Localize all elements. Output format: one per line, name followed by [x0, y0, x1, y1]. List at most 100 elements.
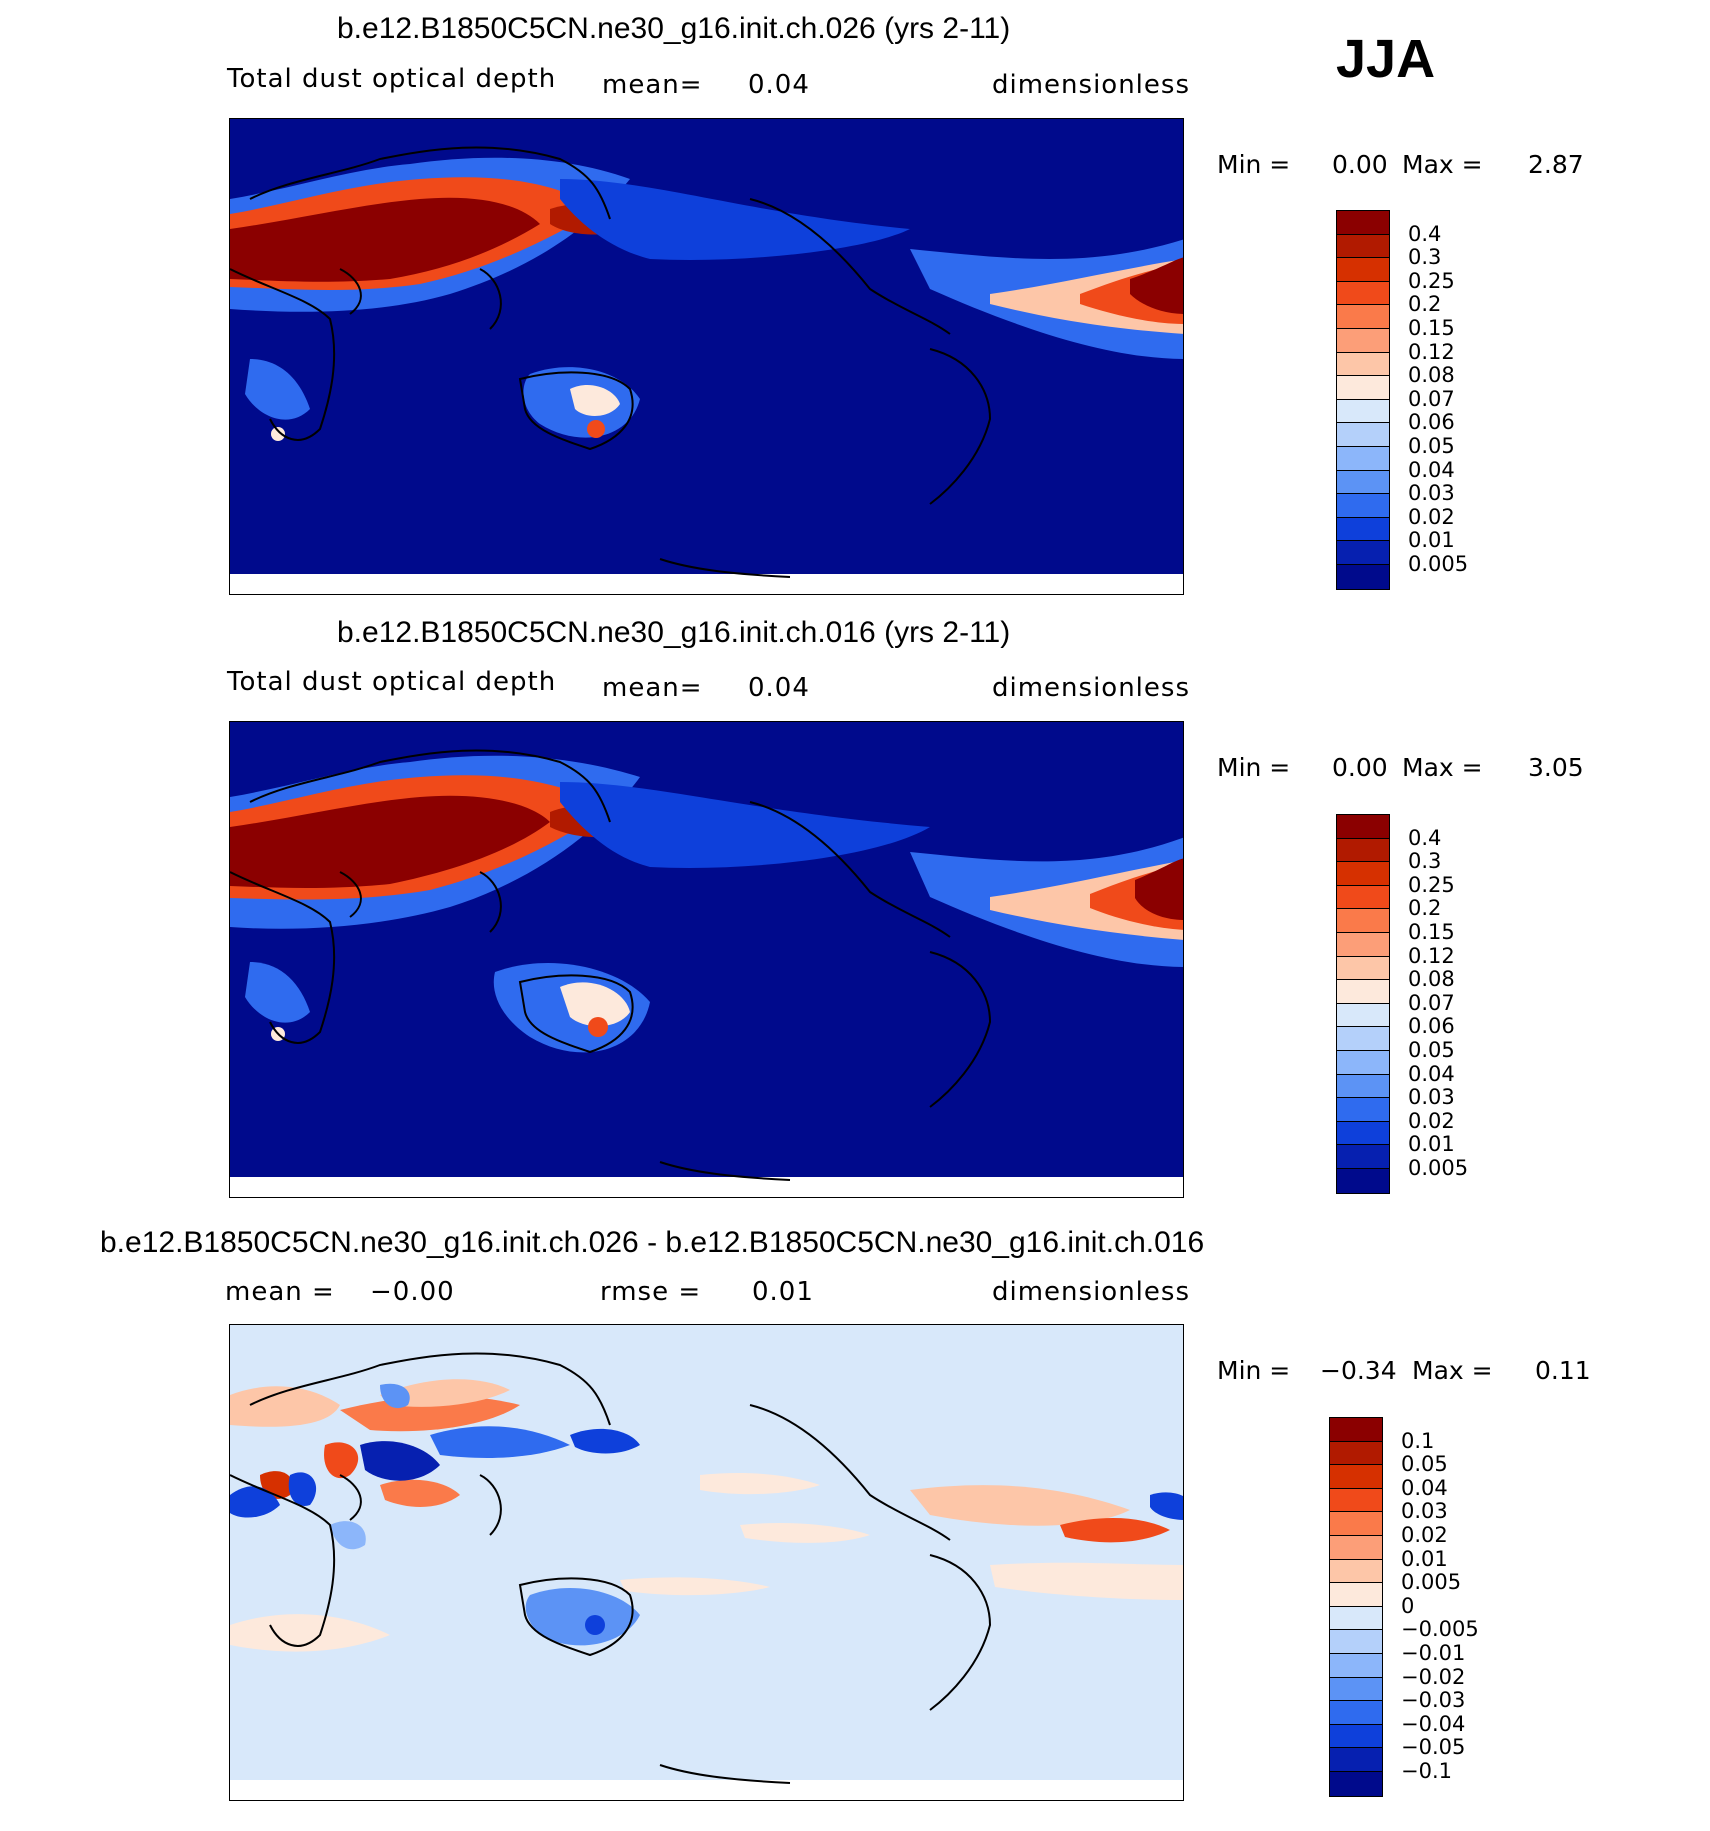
- colorbar-label: 0.2: [1408, 292, 1442, 317]
- colorbar-segment: [1330, 1653, 1382, 1678]
- colorbar-label: 0.07: [1408, 990, 1455, 1015]
- colorbar-label: 0.15: [1408, 920, 1455, 944]
- colorbar-label: 0.4: [1408, 221, 1442, 246]
- colorbar-label: −0.1: [1401, 1759, 1452, 1783]
- colorbar-label: −0.04: [1401, 1711, 1466, 1736]
- panel2-colorbar: 0.4 0.3 0.25 0.2 0.15 0.12 0.08 0.07 0.06 0.05 0.0…: [1336, 814, 1468, 1194]
- panel1-map: [229, 118, 1184, 595]
- panel3-rmse-value: 0.01: [752, 1277, 814, 1307]
- colorbar-label: 0.03: [1408, 481, 1455, 506]
- colorbar-segment: [1337, 494, 1389, 518]
- panel1-colorbar: 0.4 0.3 0.25 0.2 0.15 0.12 0.08 0.07 0.06 0.05 0.0…: [1336, 210, 1468, 590]
- colorbar-swatches: [1329, 1417, 1383, 1797]
- colorbar-segment: [1337, 470, 1389, 495]
- colorbar-label: 0.25: [1408, 268, 1455, 293]
- colorbar-segment: [1330, 1535, 1382, 1560]
- colorbar-segment: [1330, 1512, 1382, 1536]
- panel3-min-value: −0.34: [1320, 1356, 1397, 1385]
- colorbar-label: 0.06: [1408, 1014, 1455, 1039]
- colorbar-label: 0.3: [1408, 849, 1442, 874]
- panel3-max-value: 0.11: [1535, 1356, 1591, 1385]
- colorbar-segment: [1330, 1771, 1382, 1796]
- colorbar-segment: [1337, 541, 1389, 565]
- colorbar-label: 0.25: [1408, 872, 1455, 897]
- colorbar-label: −0.005: [1401, 1617, 1479, 1642]
- colorbar-segment: [1330, 1630, 1382, 1654]
- colorbar-label: 0.05: [1408, 1038, 1455, 1062]
- colorbar-label: 0.005: [1408, 552, 1469, 576]
- colorbar-label: 0.3: [1408, 245, 1442, 270]
- colorbar-segment: [1337, 1121, 1389, 1146]
- panel2-units: dimensionless: [992, 673, 1190, 703]
- colorbar-segment: [1337, 862, 1389, 886]
- colorbar-label: 0.04: [1408, 457, 1455, 482]
- colorbar-segment: [1330, 1748, 1382, 1772]
- panel1-min-label: Min =: [1217, 150, 1291, 179]
- panel3-units: dimensionless: [992, 1277, 1190, 1307]
- colorbar-label: 0.4: [1408, 825, 1442, 850]
- panel2-mean-value: 0.04: [748, 673, 810, 703]
- colorbar-label: 0.01: [1401, 1546, 1448, 1571]
- colorbar-label: −0.01: [1401, 1641, 1466, 1665]
- colorbar-label: 0.05: [1401, 1452, 1448, 1477]
- colorbar-segment: [1337, 258, 1389, 282]
- colorbar-label: 0.1: [1401, 1428, 1435, 1453]
- panel3-mean-value: −0.00: [370, 1277, 455, 1307]
- colorbar-segment: [1337, 1050, 1389, 1075]
- colorbar-segment: [1337, 517, 1389, 542]
- colorbar-segment: [1330, 1559, 1382, 1584]
- colorbar-segment: [1337, 1168, 1389, 1193]
- colorbar-label: 0.06: [1408, 410, 1455, 435]
- panel1-max-value: 2.87: [1528, 150, 1584, 179]
- colorbar-label: 0.03: [1401, 1499, 1448, 1524]
- colorbar-label: 0.005: [1408, 1156, 1469, 1180]
- colorbar-segment: [1337, 885, 1389, 910]
- colorbar-label: 0.15: [1408, 316, 1455, 340]
- panel1-title: b.e12.B1850C5CN.ne30_g16.init.ch.026 (yr…: [337, 12, 1011, 45]
- panel1-mean-label: mean=: [602, 70, 703, 100]
- colorbar-swatches: [1336, 814, 1390, 1194]
- colorbar-segment: [1337, 376, 1389, 400]
- colorbar-segment: [1330, 1677, 1382, 1702]
- colorbar-segment: [1337, 423, 1389, 447]
- panel2-mean-label: mean=: [602, 673, 703, 703]
- colorbar-label: 0.08: [1408, 967, 1455, 992]
- colorbar-segment: [1337, 980, 1389, 1004]
- colorbar-swatches: [1336, 210, 1390, 590]
- panel1-units: dimensionless: [992, 70, 1190, 100]
- panel3-map: [229, 1324, 1184, 1801]
- colorbar-segment: [1337, 932, 1389, 957]
- colorbar-segment: [1330, 1488, 1382, 1513]
- panel1-mean-value: 0.04: [748, 70, 810, 100]
- colorbar-segment: [1337, 1074, 1389, 1099]
- panel2-min-value: 0.00: [1332, 753, 1388, 782]
- colorbar-label: 0.03: [1408, 1085, 1455, 1110]
- colorbar-segment: [1337, 838, 1389, 863]
- colorbar-segment: [1337, 305, 1389, 329]
- panel2-max-label: Max =: [1402, 753, 1483, 782]
- colorbar-segment: [1337, 1098, 1389, 1122]
- panel3-rmse-label: rmse =: [600, 1277, 702, 1307]
- colorbar-label: 0.05: [1408, 434, 1455, 458]
- panel1-min-value: 0.00: [1332, 150, 1388, 179]
- panel2-variable-label: Total dust optical depth: [227, 667, 557, 697]
- colorbar-label: 0.02: [1408, 504, 1455, 529]
- colorbar-segment: [1337, 211, 1389, 235]
- colorbar-label: 0.01: [1408, 528, 1455, 553]
- colorbar-segment: [1330, 1418, 1382, 1442]
- colorbar-segment: [1337, 564, 1389, 589]
- colorbar-label: 0.08: [1408, 363, 1455, 388]
- colorbar-segment: [1330, 1441, 1382, 1466]
- panel1-variable-label: Total dust optical depth: [227, 64, 557, 94]
- colorbar-label: 0: [1401, 1593, 1415, 1618]
- colorbar-label: 0.12: [1408, 943, 1455, 968]
- colorbar-label: 0.005: [1401, 1570, 1462, 1595]
- panel3-mean-label: mean =: [225, 1277, 335, 1307]
- colorbar-segment: [1337, 399, 1389, 424]
- colorbar-segment: [1330, 1724, 1382, 1749]
- colorbar-segment: [1330, 1701, 1382, 1725]
- colorbar-label: 0.2: [1408, 896, 1442, 921]
- colorbar-label: 0.01: [1408, 1132, 1455, 1157]
- colorbar-segment: [1330, 1465, 1382, 1489]
- panel2-title: b.e12.B1850C5CN.ne30_g16.init.ch.016 (yr…: [337, 616, 1011, 649]
